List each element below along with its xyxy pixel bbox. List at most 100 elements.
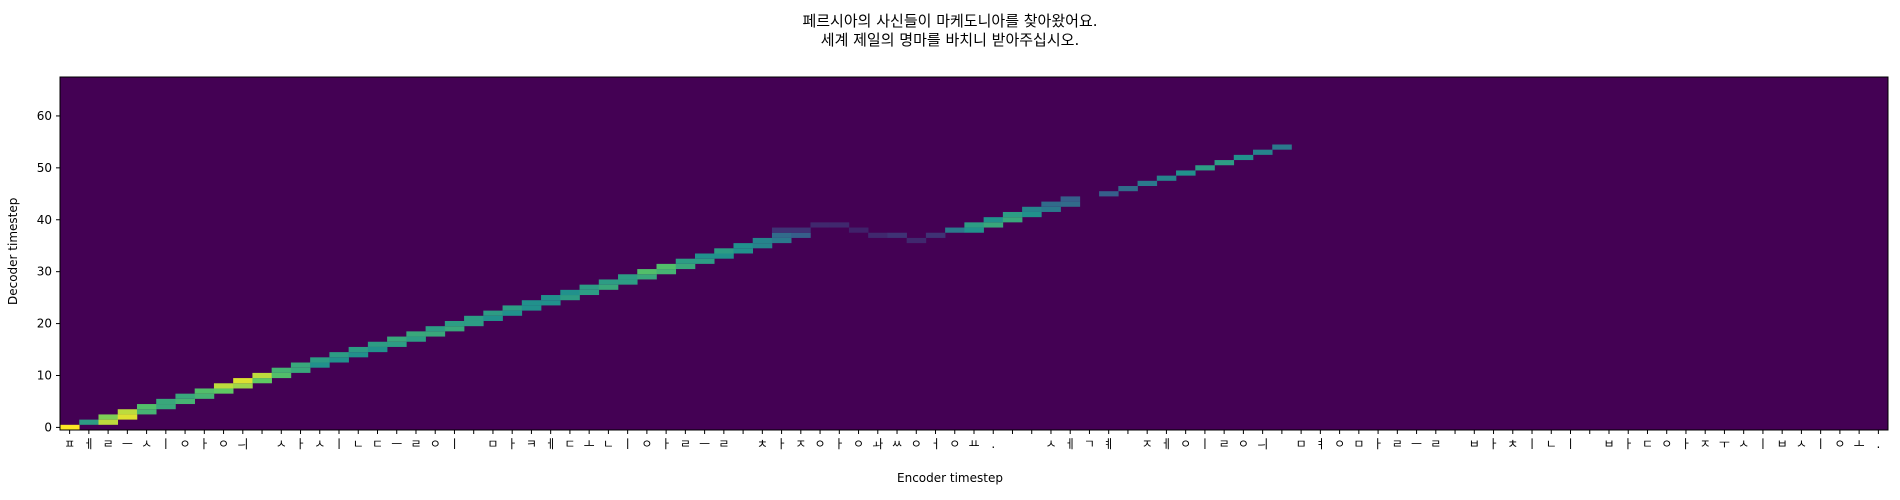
x-tick-label: ㄴ: [1546, 437, 1557, 451]
heatmap-cell: [675, 263, 696, 270]
x-tick-label: ㅔ: [83, 437, 94, 451]
x-tick-label: ㅇ: [641, 437, 652, 451]
x-tick-label: ㄹ: [410, 437, 421, 451]
x-tick-label: ㅔ: [1161, 437, 1172, 451]
x-tick-label: ㅏ: [507, 437, 518, 451]
heatmap-cell: [271, 372, 292, 379]
heatmap-cell: [541, 295, 561, 301]
heatmap-cell: [1272, 144, 1292, 150]
heatmap-cell: [290, 362, 311, 368]
heatmap-cell: [618, 279, 638, 285]
heatmap-cell: [945, 227, 965, 233]
chart-title-line-1: 페르시아의 사신들이 마케도니아를 찾아왔어요.: [802, 12, 1098, 30]
y-tick-label: 40: [37, 213, 52, 227]
x-tick-label: ㅅ: [141, 437, 152, 451]
heatmap-cell: [444, 320, 465, 327]
heatmap-cell: [194, 388, 215, 394]
heatmap-cell: [1156, 175, 1177, 181]
heatmap-cell: [1176, 170, 1196, 176]
x-tick-label: ㅏ: [1373, 437, 1384, 451]
x-tick-label: ㅜ: [1719, 437, 1730, 451]
heatmap-cell: [541, 300, 561, 306]
x-tick-label: .: [1876, 437, 1880, 451]
heatmap-cell: [271, 367, 292, 373]
x-tick-label: ㅈ: [1142, 437, 1153, 451]
heatmap-cell: [175, 398, 195, 405]
heatmap-cell: [1002, 217, 1023, 223]
heatmap-cell: [348, 346, 369, 353]
heatmap-cell: [213, 383, 234, 389]
heatmap-cell: [464, 315, 484, 321]
heatmap-cell: [656, 269, 677, 275]
x-tick-label: ㅋ: [526, 437, 537, 451]
x-tick-label: ㅁ: [1353, 437, 1364, 451]
heatmap-cell: [136, 409, 157, 415]
x-tick-label: ㅡ: [391, 437, 402, 451]
heatmap-cell: [1022, 206, 1042, 212]
heatmap-cell: [1099, 191, 1119, 197]
x-tick-label: ㅏ: [1680, 437, 1691, 451]
heatmap-cell: [868, 232, 888, 238]
heatmap-cell: [598, 284, 619, 290]
heatmap-cell: [925, 232, 946, 238]
x-tick-label: ㄷ: [1642, 437, 1653, 451]
x-tick-label: ㄷ: [564, 437, 575, 451]
x-tick-label: ㅅ: [314, 437, 325, 451]
heatmap-cell: [521, 300, 542, 306]
heatmap-cell: [117, 414, 138, 420]
heatmap-cell: [983, 217, 1004, 223]
heatmap-cell: [579, 284, 600, 290]
x-tick-label: ㅇ: [1180, 437, 1191, 451]
heatmap-cell: [752, 237, 773, 244]
heatmap-cell: [329, 352, 349, 358]
x-tick-label: ㅂ: [1469, 437, 1480, 451]
heatmap-cell: [406, 336, 426, 342]
x-tick-label: ㅇ: [911, 437, 922, 451]
heatmap-cell: [618, 274, 638, 280]
x-tick-label: ㅇ: [853, 437, 864, 451]
heatmap-cell: [829, 222, 850, 228]
x-tick-label: ㄹ: [103, 437, 114, 451]
heatmap-cell: [387, 341, 407, 347]
x-tick-label: ㄴ: [353, 437, 364, 451]
heatmap-cell: [98, 414, 119, 420]
heatmap-cell: [367, 341, 388, 347]
heatmap-cell: [733, 248, 754, 254]
heatmap-cell: [502, 310, 523, 316]
x-tick-label: ㅢ: [237, 437, 248, 451]
heatmap-cell: [387, 336, 407, 342]
x-tick-label: ㄴ: [603, 437, 614, 451]
heatmap-cell: [598, 279, 619, 285]
heatmap-cell: [117, 409, 138, 415]
x-tick-label: ㅓ: [930, 437, 941, 451]
heatmap-cell: [733, 243, 754, 249]
x-tick-label: ㅇ: [218, 437, 229, 451]
x-tick-label: ㅣ: [449, 437, 460, 451]
x-tick-label: ㅣ: [1526, 437, 1537, 451]
heatmap-cell: [329, 357, 349, 363]
heatmap-cell: [771, 237, 792, 244]
x-tick-label: ㄹ: [718, 437, 729, 451]
x-tick-label: ㅔ: [1065, 437, 1076, 451]
x-tick-label: ㅣ: [1815, 437, 1826, 451]
x-tick-label: ㅁ: [1296, 437, 1307, 451]
heatmap-cell: [1214, 160, 1235, 166]
x-tick-label: ㅏ: [661, 437, 672, 451]
x-tick-label: ㅈ: [1700, 437, 1711, 451]
x-tick-label: ㅊ: [757, 437, 768, 451]
heatmap-cell: [483, 310, 503, 316]
x-tick-label: ㅇ: [1334, 437, 1345, 451]
heatmap-cell: [1195, 165, 1215, 171]
heatmap-background: [60, 77, 1888, 430]
heatmap-cell: [252, 372, 272, 379]
heatmap-cell: [1060, 196, 1081, 202]
heatmap-cell: [252, 378, 272, 384]
heatmap-cell: [98, 419, 119, 425]
x-tick-label: .: [991, 437, 995, 451]
heatmap-cell: [1002, 211, 1023, 218]
heatmap-cell: [771, 227, 792, 233]
heatmap-cell: [1253, 149, 1273, 155]
heatmap-cell: [310, 357, 330, 363]
heatmap-cell: [714, 248, 734, 254]
heatmap-cell: [348, 352, 369, 358]
